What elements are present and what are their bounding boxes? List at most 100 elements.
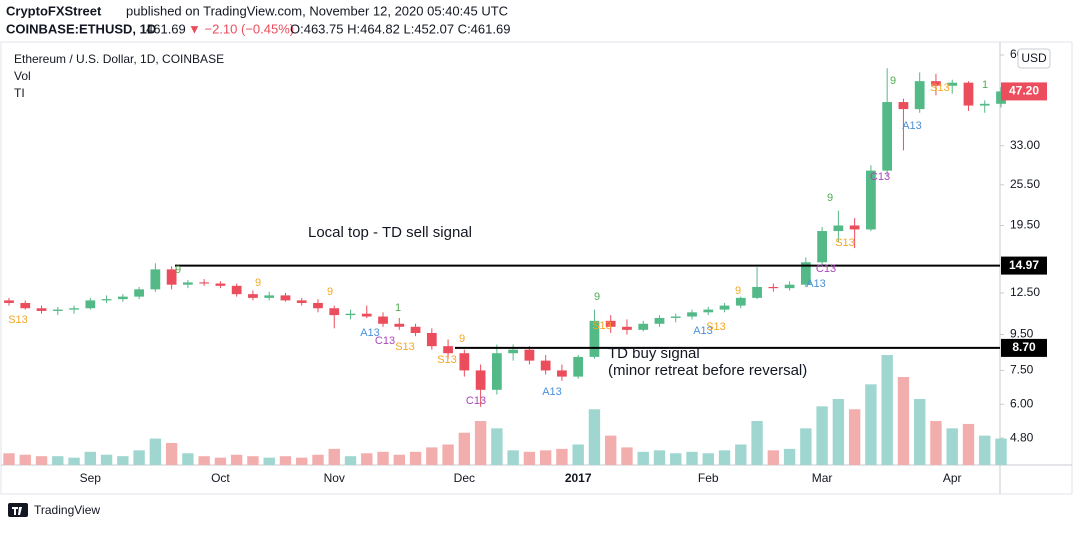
volume-bar [296,457,308,465]
td-label: S13 [395,341,415,353]
x-tick-label: Mar [812,471,833,485]
y-tick-label: 19.50 [1010,218,1040,232]
td-label: C13 [375,335,395,347]
candle-body [573,356,584,377]
volume-bar [474,421,487,465]
volume-bar [182,453,194,465]
level-label: 14.97 [1009,258,1039,272]
candle-body [426,332,437,347]
td-label: 9 [255,277,261,289]
volume-bar [328,448,340,465]
candle-body [605,320,616,327]
volume-bar [946,428,958,465]
td-label: 9 [459,333,465,345]
volume-bar [718,450,731,465]
candle-body [329,308,340,316]
candle-body [817,231,827,263]
y-tick-label: 4.80 [1010,430,1034,444]
volume-bar [605,435,617,465]
candle-body [36,308,47,311]
candle-body [719,305,730,310]
volume-bar [995,438,1007,465]
currency[interactable]: USD [1021,51,1047,65]
candle-body [849,225,860,230]
annotation: (minor retreat before reversal) [608,362,807,379]
annotation: TD buy signal [608,345,700,362]
volume-bar [100,454,113,465]
candle-body [215,283,226,286]
candle-body [52,309,63,311]
volume-bar [198,456,210,465]
candle-body [882,102,893,171]
indicator: Vol [14,69,31,83]
td-label: A13 [360,327,380,339]
volume-bar [539,450,552,465]
candle-body [378,316,388,324]
candle-body [931,81,941,86]
candle-body [491,353,502,390]
td-label: A13 [806,278,826,290]
volume-bar [686,451,698,465]
td-label: S13 [592,320,612,332]
volume-bar [35,456,48,465]
price: 461.69 [146,21,186,36]
td-label: 9 [327,286,333,298]
td-label: 1 [982,79,988,91]
volume-bar [19,454,31,465]
volume-bar [897,377,910,465]
volume-bar [393,454,405,465]
td-label: 9 [890,75,896,87]
candle-body [540,360,551,371]
volume-bar [361,453,373,465]
volume-bar [556,448,568,465]
candle-body [183,282,193,285]
candle-body [101,299,112,301]
volume-bar [133,450,145,465]
td-label: A13 [902,120,922,132]
volume-bar [848,409,861,465]
candle-body [475,370,486,390]
candle-body [622,326,632,330]
volume-bar [588,409,601,465]
candle-body [800,262,811,285]
x-tick-label: Dec [454,471,475,485]
volume-bar [149,438,162,465]
candle-body [687,312,697,317]
candle-body [947,82,958,86]
candle-body [979,103,990,106]
candle-body [361,313,372,317]
candle-body [735,297,746,306]
td-label: 9 [827,192,833,204]
volume-bar [800,428,812,465]
volume-bar [52,456,64,465]
candle-body [150,269,161,290]
x-tick-label: Oct [211,471,230,485]
currency-button[interactable] [1017,48,1051,69]
candle-body [231,285,242,295]
candle-body [4,300,14,303]
level-label: 8.70 [1012,340,1036,354]
candle-body [752,286,762,298]
annotation: Local top - TD sell signal [308,224,472,241]
candle-body [410,326,421,333]
candle-body [248,294,258,298]
volume-bar [377,451,389,465]
volume-bar [735,444,747,465]
symbol: COINBASE:ETHUSD, 1D [6,21,156,36]
candle-body [524,349,535,361]
candle-body [394,323,405,327]
y-tick-label: 12.50 [1010,285,1040,299]
volume-bar [523,451,536,465]
candle-body [703,309,714,313]
td-label: A13 [542,386,562,398]
candle-body [670,316,681,318]
volume-bar [426,447,438,465]
y-tick-label: 7.50 [1010,363,1034,377]
price-tag [1001,82,1047,101]
pane-title: Ethereum / U.S. Dollar, 1D, COINBASE [14,52,224,66]
candle-body [134,289,144,297]
candle-body [117,296,128,300]
volume-bar [84,451,97,465]
change: ▼ −2.10 (−0.45%) [188,21,294,36]
